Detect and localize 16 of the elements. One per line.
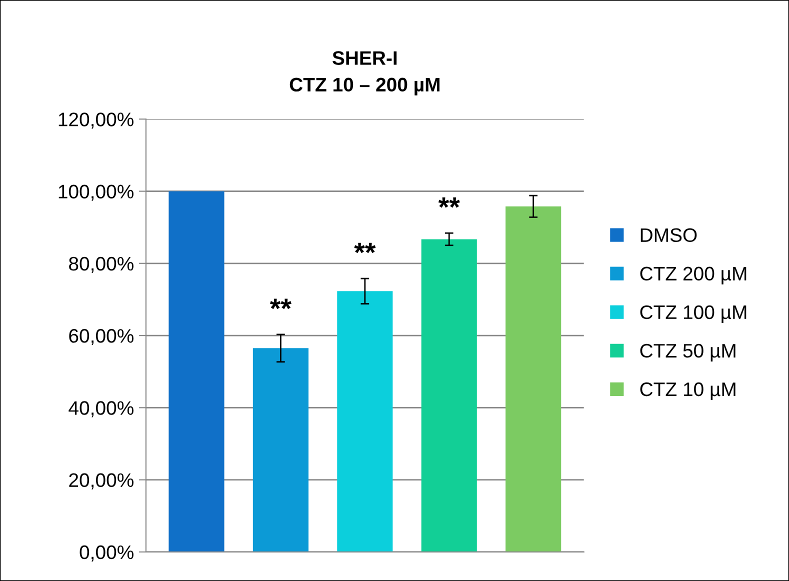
legend-label: CTZ 100 µM <box>640 305 746 323</box>
y-tick-label: 60,00% <box>69 328 134 346</box>
y-tick-label: 40,00% <box>68 401 134 418</box>
legend-label: DMSO <box>640 228 697 242</box>
data-label: ** <box>354 242 376 254</box>
y-tick-label: 100,00% <box>58 184 134 201</box>
y-tick-label: 0,00% <box>80 545 134 562</box>
legend-label: CTZ 200 µM <box>640 266 746 284</box>
data-label: ** <box>438 197 460 208</box>
y-tick-label: 120,00% <box>58 112 134 129</box>
data-label: ** <box>270 298 292 310</box>
y-tick-label: 20,00% <box>69 473 134 490</box>
legend-label: CTZ 10 µM <box>640 382 736 400</box>
chart-title: SHER-I CTZ 10 – 200 µM <box>290 51 440 96</box>
legend-label: CTZ 50 µM <box>640 344 736 362</box>
y-tick-label: 80,00% <box>69 256 134 273</box>
